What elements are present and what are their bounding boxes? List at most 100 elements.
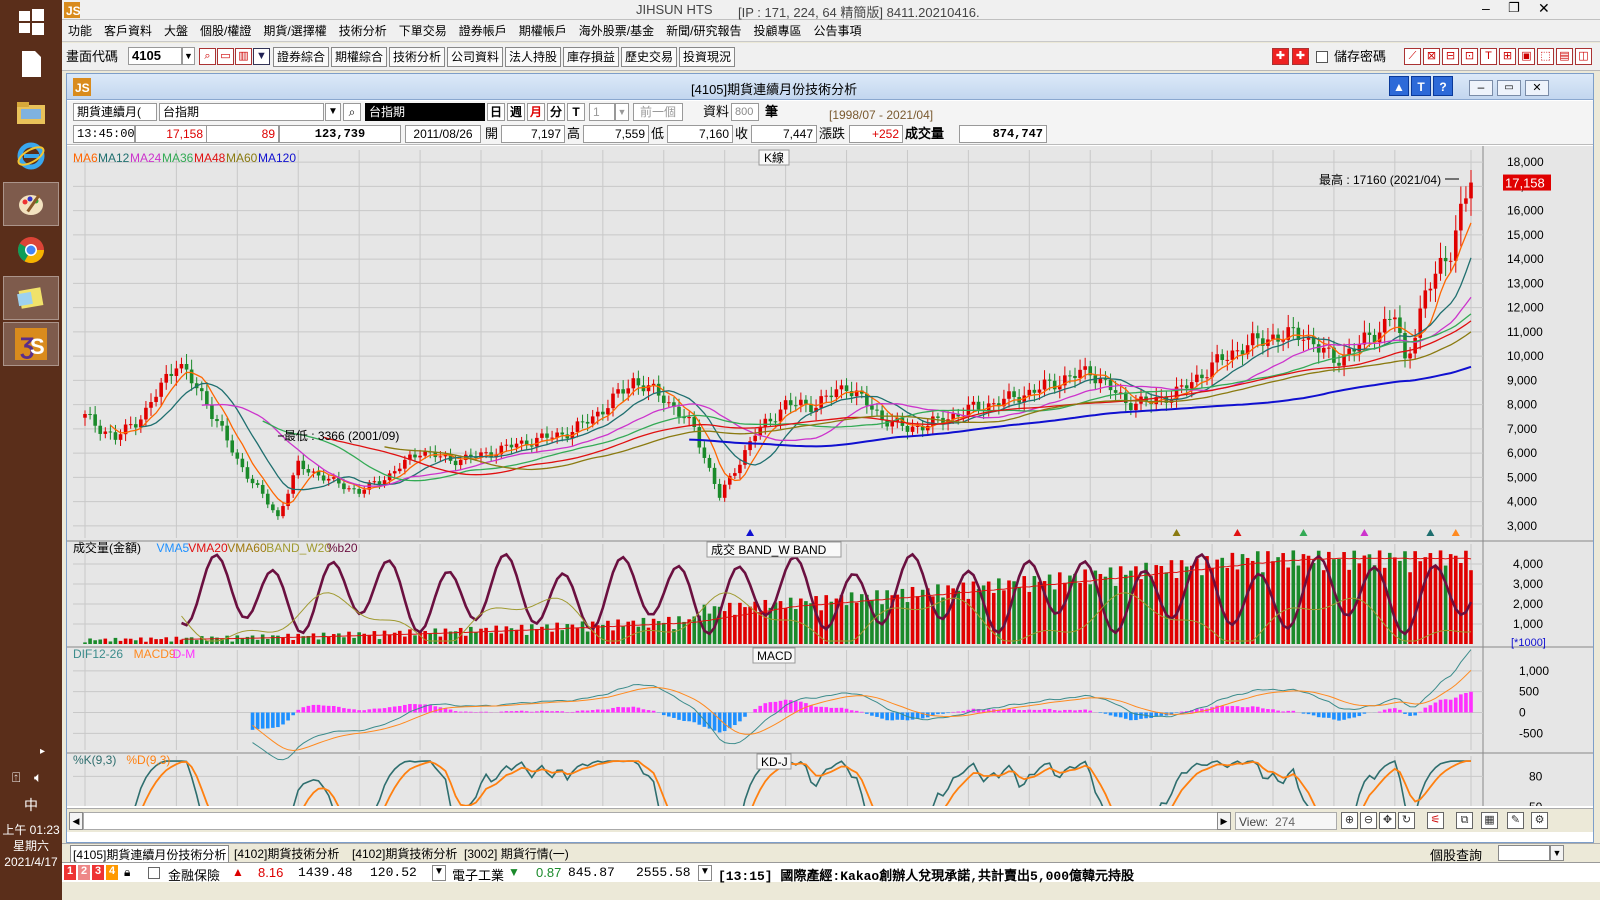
settings-gear-icon[interactable]: ⚙ — [1531, 812, 1548, 829]
copy-icon[interactable]: ⧉ — [1456, 812, 1473, 829]
plus-red-icon-2[interactable]: ✚ — [1292, 48, 1309, 65]
function-button-4[interactable]: 法人持股 — [505, 47, 562, 67]
tool-icon-5[interactable]: T — [1480, 48, 1497, 65]
ticker-item2-dropdown-icon[interactable]: ▼ — [698, 865, 712, 881]
function-button-1[interactable]: 期權綜合 — [331, 47, 388, 67]
taskbar-paint[interactable] — [3, 182, 59, 226]
taskbar-ie[interactable] — [3, 134, 59, 178]
ticker-num-3[interactable]: 3 — [92, 865, 104, 880]
tool-icon-8[interactable]: ⬚ — [1537, 48, 1554, 65]
menu-item-10[interactable]: 新聞/研究報告 — [666, 24, 742, 38]
chart-red-icon[interactable]: ▥ — [235, 48, 252, 65]
technical-chart[interactable]: 1998年2000年2001年2002年2003年2004年2005年2006年… — [67, 146, 1593, 881]
scroll-left-button[interactable]: ◀ — [69, 812, 83, 830]
start-button[interactable] — [3, 0, 59, 44]
menu-item-5[interactable]: 技術分析 — [338, 24, 387, 38]
ticker-num-1[interactable]: 1 — [64, 865, 76, 880]
menu-item-2[interactable]: 大盤 — [164, 24, 189, 38]
period-minute-button[interactable]: 分 — [547, 103, 565, 121]
dropdown-blue-icon[interactable]: ▼ — [253, 48, 270, 65]
period-tick-button[interactable]: T — [567, 103, 585, 121]
code-input[interactable]: 4105 — [128, 47, 182, 65]
minimize-button[interactable]: – — [1482, 0, 1490, 16]
clock-time[interactable]: 上午 01:23 — [2, 823, 60, 837]
tab-3002[interactable]: [3002] 期貨行情(一) — [464, 847, 569, 861]
tab-4102-a[interactable]: [4102]期貨技術分析 — [234, 847, 340, 861]
contract-select[interactable]: 期貨連續月( — [73, 103, 157, 121]
inner-minimize-button[interactable]: – — [1469, 80, 1493, 96]
tool-icon-4[interactable]: ⊡ — [1461, 48, 1478, 65]
tool-icon-9[interactable]: ▤ — [1556, 48, 1573, 65]
save-password-checkbox[interactable] — [1316, 51, 1328, 63]
help-icon[interactable]: ? — [1433, 76, 1453, 96]
taskbar-file-explorer[interactable] — [3, 42, 59, 86]
tab-4102-b[interactable]: [4102]期貨技術分析 — [352, 847, 458, 861]
zoom-in-icon[interactable]: ⊕ — [1341, 812, 1358, 829]
function-button-0[interactable]: 證券綜合 — [273, 47, 330, 67]
ime-indicator[interactable]: 中 — [24, 797, 38, 813]
chart-area[interactable]: 1998年2000年2001年2002年2003年2004年2005年2006年… — [67, 146, 1593, 881]
taskbar-folder[interactable] — [3, 90, 59, 134]
close-button[interactable]: ✕ — [1538, 0, 1550, 16]
inner-close-button[interactable]: ✕ — [1525, 80, 1549, 96]
tool-icon-1[interactable]: ⟋ — [1404, 48, 1421, 65]
function-button-5[interactable]: 庫存損益 — [563, 47, 620, 67]
menu-item-0[interactable]: 功能 — [68, 24, 93, 38]
menu-item-4[interactable]: 期貨/選擇權 — [263, 24, 327, 38]
stock-query-dropdown-icon[interactable]: ▼ — [1550, 845, 1564, 861]
menu-item-12[interactable]: 公告事項 — [813, 24, 862, 38]
ticker-checkbox[interactable] — [148, 867, 160, 879]
menu-item-1[interactable]: 客戶資料 — [104, 24, 153, 38]
tool-icon-2[interactable]: ⊠ — [1423, 48, 1440, 65]
expand-tray-icon[interactable]: ▸ — [40, 746, 46, 757]
prev-button[interactable]: 前一個 — [633, 103, 683, 121]
calendar-icon[interactable]: ▦ — [1481, 812, 1498, 829]
tool-icon-10[interactable]: ◫ — [1575, 48, 1592, 65]
period-count-dropdown-icon[interactable]: ▼ — [615, 103, 629, 121]
tool-icon-3[interactable]: ⊟ — [1442, 48, 1459, 65]
search-red-icon[interactable]: ⌕ — [199, 48, 216, 65]
menu-item-7[interactable]: 證券帳戶 — [458, 24, 507, 38]
period-month-button[interactable]: 月 — [527, 103, 545, 121]
inner-maximize-button[interactable]: ▭ — [1497, 80, 1521, 96]
text-mode-icon[interactable]: T — [1411, 76, 1431, 96]
horizontal-scrollbar[interactable] — [83, 812, 1219, 830]
menu-item-9[interactable]: 海外股票/基金 — [578, 24, 655, 38]
menu-item-8[interactable]: 期權帳戶 — [518, 24, 567, 38]
scroll-right-button[interactable]: ▶ — [1217, 812, 1231, 830]
indicator-icon[interactable]: ⚟ — [1427, 812, 1444, 829]
stock-query-input[interactable] — [1498, 845, 1550, 861]
period-count-input[interactable]: 1 — [589, 103, 615, 121]
plus-red-icon[interactable]: ✚ — [1272, 48, 1289, 65]
code-dropdown-icon[interactable]: ▼ — [182, 47, 195, 65]
window-red-icon[interactable]: ▭ — [217, 48, 234, 65]
menu-item-11[interactable]: 投顧專區 — [753, 24, 802, 38]
taskbar-chrome[interactable] — [3, 228, 59, 272]
period-day-button[interactable]: 日 — [487, 103, 505, 121]
ticker-item1-dropdown-icon[interactable]: ▼ — [432, 865, 446, 881]
function-button-6[interactable]: 歷史交易 — [621, 47, 678, 67]
taskbar-notes[interactable] — [3, 276, 59, 320]
network-icon[interactable]: ⍐ — [12, 769, 21, 785]
tool-icon-7[interactable]: ▣ — [1518, 48, 1535, 65]
restore-button[interactable]: ❐ — [1508, 0, 1520, 15]
draw-pen-icon[interactable]: ✎ — [1507, 812, 1524, 829]
menu-item-6[interactable]: 下單交易 — [398, 24, 447, 38]
pan-icon[interactable]: ✥ — [1379, 812, 1396, 829]
menu-item-3[interactable]: 個股/權證 — [200, 24, 252, 38]
zoom-out-icon[interactable]: ⊖ — [1360, 812, 1377, 829]
lock-icon[interactable]: 🔒︎ — [124, 865, 131, 879]
refresh-icon[interactable]: ↻ — [1398, 812, 1415, 829]
function-button-7[interactable]: 投資現況 — [679, 47, 736, 67]
top-align-icon[interactable]: ▲ — [1389, 76, 1409, 96]
function-button-3[interactable]: 公司資料 — [447, 47, 504, 67]
period-week-button[interactable]: 週 — [507, 103, 525, 121]
data-count-input[interactable]: 800 — [731, 103, 759, 121]
symbol-dropdown-icon[interactable]: ▼ — [325, 103, 341, 121]
symbol-search-icon[interactable]: ⌕ — [343, 103, 361, 121]
function-button-2[interactable]: 技術分析 — [389, 47, 446, 67]
news-ticker[interactable]: [13:15] 國際產經:Kakao創辦人兌現承諾,共計賣出5,000億韓元持股 — [718, 869, 1135, 884]
symbol-input[interactable]: 台指期 — [159, 103, 324, 121]
volume-icon[interactable]: 🔈︎ — [34, 769, 43, 785]
